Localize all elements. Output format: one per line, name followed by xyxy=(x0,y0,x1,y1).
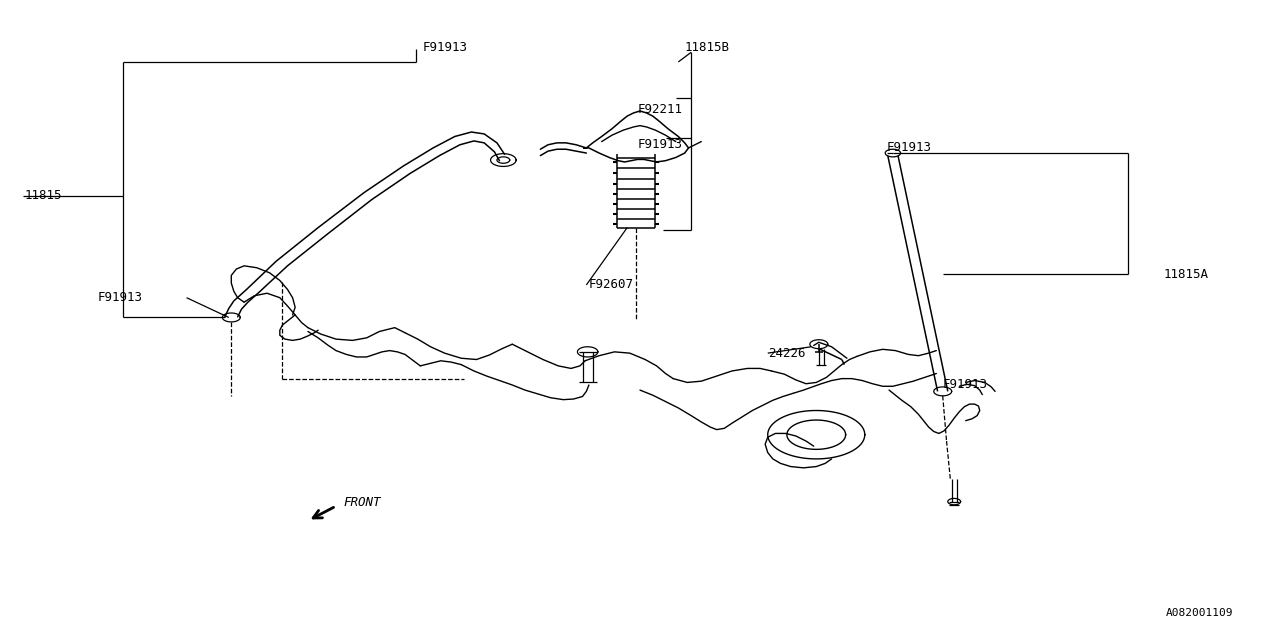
Text: F91913: F91913 xyxy=(422,41,468,54)
Text: 11815B: 11815B xyxy=(685,41,730,54)
Text: 11815: 11815 xyxy=(24,189,61,202)
Text: F92211: F92211 xyxy=(637,103,682,116)
Text: FRONT: FRONT xyxy=(344,496,381,509)
Text: F91913: F91913 xyxy=(887,141,932,154)
Text: 24226: 24226 xyxy=(768,347,805,360)
Text: F91913: F91913 xyxy=(942,378,988,392)
Text: 11815A: 11815A xyxy=(1164,268,1208,280)
Text: F91913: F91913 xyxy=(97,291,142,304)
Text: F91913: F91913 xyxy=(637,138,682,151)
Text: A082001109: A082001109 xyxy=(1166,608,1234,618)
Text: F92607: F92607 xyxy=(589,278,634,291)
